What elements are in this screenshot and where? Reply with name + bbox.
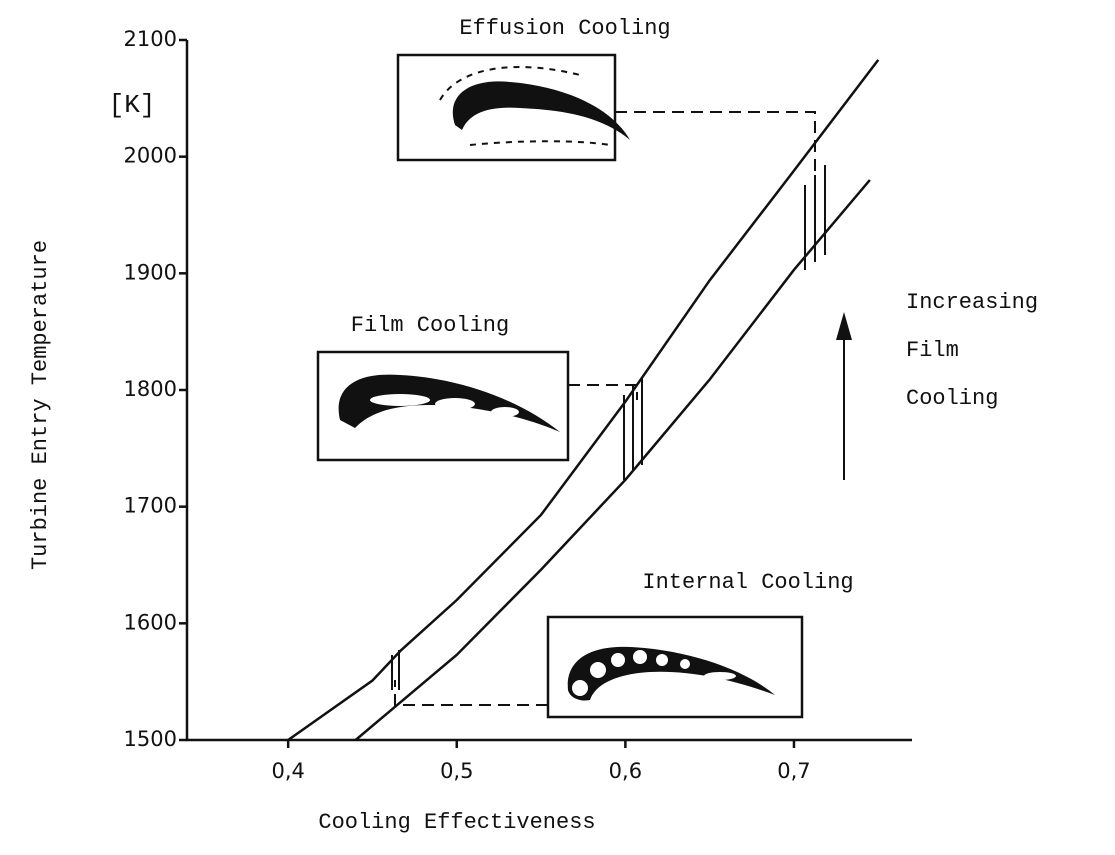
- annotation: Cooling: [906, 386, 998, 411]
- y-axis-label: Turbine Entry Temperature: [28, 240, 53, 570]
- connector: [395, 680, 548, 705]
- y-unit: [K]: [109, 90, 156, 120]
- x-tick-label: 0,6: [609, 759, 642, 783]
- x-tick-label: 0,4: [271, 759, 304, 783]
- y-tick-label: 1600: [124, 610, 177, 634]
- connector: [615, 112, 815, 180]
- y-tick-label: 2000: [124, 144, 177, 168]
- x-tick-label: 0,5: [440, 759, 473, 783]
- y-tick-label: 1800: [124, 377, 177, 401]
- y-tick-label: 1700: [124, 494, 177, 518]
- y-tick-label: 1900: [124, 260, 177, 284]
- annotation: Effusion Cooling: [459, 16, 670, 41]
- chart: Turbine Entry Temperature Cooling Effect…: [0, 0, 1115, 855]
- film-inset: [318, 352, 637, 460]
- internal-inset: [395, 617, 802, 717]
- x-tick-label: 0,7: [777, 759, 810, 783]
- annotation: Internal Cooling: [642, 570, 853, 595]
- annotation: Film: [906, 338, 959, 363]
- x-axis-label: Cooling Effectiveness: [318, 810, 595, 835]
- effusion-inset: [398, 55, 815, 180]
- y-tick-label: 2100: [124, 27, 177, 51]
- annotation: Increasing: [906, 290, 1038, 315]
- annotation: Film Cooling: [351, 313, 509, 338]
- arrow: [836, 312, 852, 480]
- y-tick-label: 1500: [124, 727, 177, 751]
